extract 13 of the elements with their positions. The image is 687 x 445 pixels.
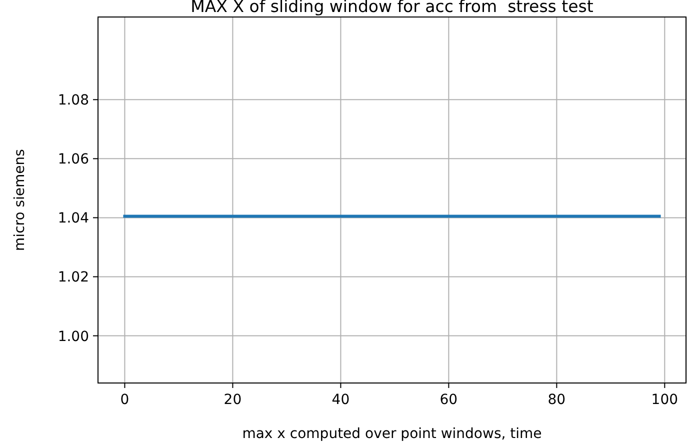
x-tick-label: 0 bbox=[120, 392, 130, 408]
y-axis-title: micro siemens bbox=[12, 149, 28, 251]
x-tick-label: 20 bbox=[224, 392, 242, 408]
y-tick-label: 1.00 bbox=[58, 328, 89, 345]
y-tick-label: 1.02 bbox=[58, 270, 89, 286]
x-tick-label: 80 bbox=[548, 392, 566, 408]
x-tick-label: 60 bbox=[440, 392, 458, 408]
x-tick-label: 100 bbox=[651, 392, 678, 408]
y-tick-label: 1.06 bbox=[58, 152, 90, 168]
x-tick-label: 40 bbox=[332, 392, 350, 408]
y-tick-label: 1.08 bbox=[58, 92, 89, 109]
x-axis-title: max x computed over point windows, time bbox=[242, 426, 542, 442]
y-tick-label: 1.04 bbox=[58, 210, 90, 227]
